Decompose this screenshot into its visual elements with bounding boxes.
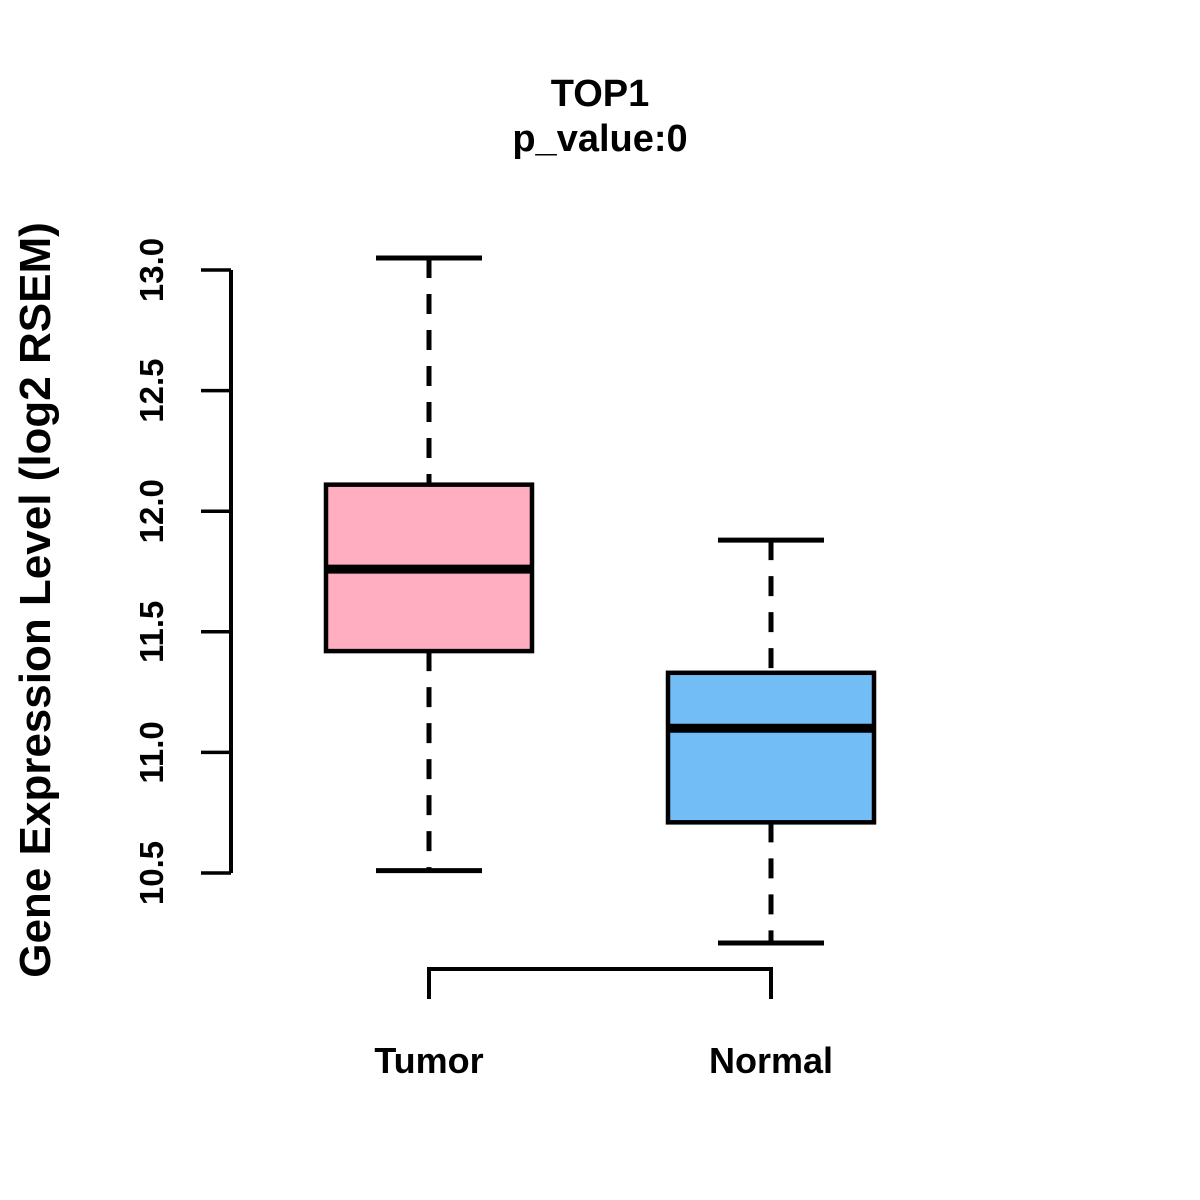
x-label-tumor: Tumor bbox=[374, 1040, 483, 1081]
y-tick-label-10.5: 10.5 bbox=[133, 841, 170, 905]
y-tick-label-13.0: 13.0 bbox=[133, 238, 170, 302]
x-label-normal: Normal bbox=[709, 1040, 833, 1081]
tumor-boxplot bbox=[323, 255, 535, 874]
plot-area bbox=[323, 255, 877, 946]
normal-box bbox=[665, 670, 877, 825]
chart-subtitle: p_value:0 bbox=[512, 118, 687, 160]
y-axis-label: Gene Expression Level (log2 RSEM) bbox=[11, 222, 60, 978]
y-tick-label-12.0: 12.0 bbox=[133, 479, 170, 543]
y-tick-label-11.0: 11.0 bbox=[133, 721, 170, 783]
x-axis: Tumor Normal bbox=[374, 967, 833, 1081]
y-axis: 10.5 11.0 11.5 12.0 12.5 13.0 bbox=[133, 238, 233, 905]
x-axis-bracket bbox=[427, 967, 773, 999]
y-tick-label-11.5: 11.5 bbox=[133, 601, 170, 663]
chart-title: TOP1 bbox=[551, 73, 650, 115]
y-tick-label-12.5: 12.5 bbox=[133, 358, 170, 422]
normal-boxplot bbox=[665, 537, 877, 946]
